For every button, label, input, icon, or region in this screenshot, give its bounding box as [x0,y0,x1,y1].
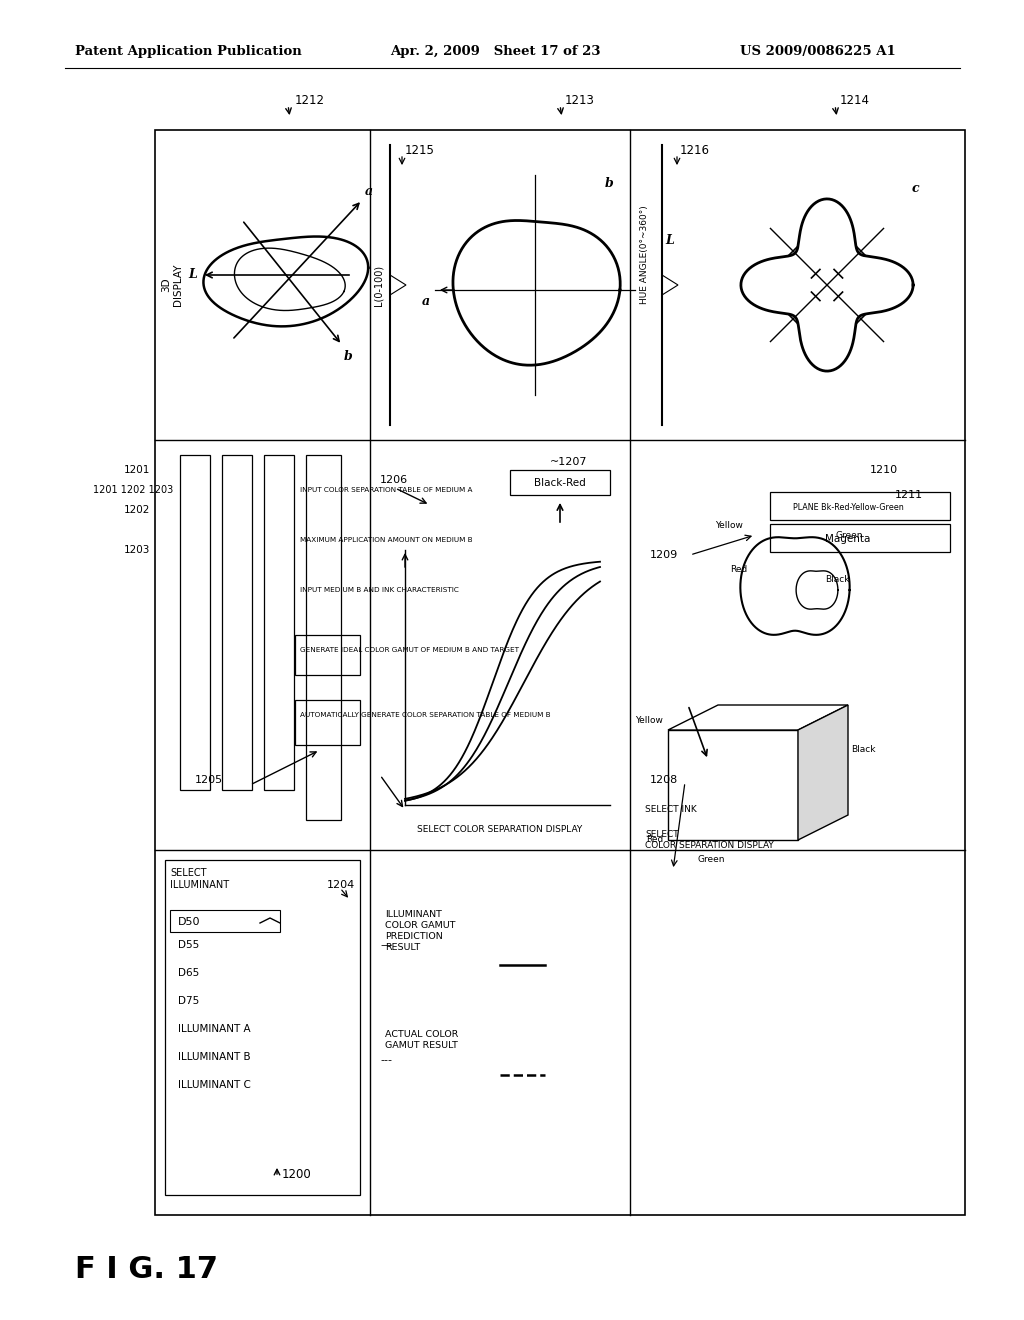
Text: HUE ANGLE(0°~360°): HUE ANGLE(0°~360°) [640,206,649,305]
Bar [222,455,252,789]
Text: a: a [422,294,430,308]
Text: 1210: 1210 [870,465,898,475]
Polygon shape [798,705,848,840]
Text: INPUT COLOR SEPARATION TABLE OF MEDIUM A: INPUT COLOR SEPARATION TABLE OF MEDIUM A [300,487,472,492]
Text: Yellow: Yellow [635,715,663,725]
Text: 1200: 1200 [282,1168,311,1181]
Polygon shape [668,730,798,840]
Text: ILLUMINANT B: ILLUMINANT B [178,1052,251,1063]
Text: AUTOMATICALLY GENERATE COLOR SEPARATION TABLE OF MEDIUM B: AUTOMATICALLY GENERATE COLOR SEPARATION … [300,711,551,718]
Polygon shape [662,275,678,294]
Bar [180,455,210,789]
Text: Yellow: Yellow [715,520,742,529]
Text: 1203: 1203 [124,545,150,554]
Text: GENERATE IDEAL COLOR GAMUT OF MEDIUM B AND TARGET: GENERATE IDEAL COLOR GAMUT OF MEDIUM B A… [300,647,519,653]
Text: L(0-100): L(0-100) [373,264,383,305]
Text: D65: D65 [178,968,200,978]
Text: PLANE Bk-Red-Yellow-Green: PLANE Bk-Red-Yellow-Green [793,503,903,511]
Text: SELECT INK: SELECT INK [645,805,696,814]
Polygon shape [668,705,848,730]
Text: Red: Red [646,836,663,845]
Text: 1204: 1204 [327,880,355,890]
Text: ILLUMINANT
COLOR GAMUT
PREDICTION
RESULT: ILLUMINANT COLOR GAMUT PREDICTION RESULT [385,909,456,952]
Text: 1208: 1208 [650,775,678,785]
Bar [770,492,950,520]
Bar [295,700,360,744]
Bar [155,129,965,1214]
Text: 1213: 1213 [565,94,595,107]
Polygon shape [390,275,406,294]
Text: 1201 1202 1203: 1201 1202 1203 [93,484,173,495]
Text: L: L [665,234,674,247]
Text: 1211: 1211 [895,490,923,500]
Text: b: b [605,177,613,190]
Text: D55: D55 [178,940,200,950]
Text: Black-Red: Black-Red [535,478,586,488]
Text: Black: Black [851,746,876,755]
Bar [295,635,360,675]
Text: 1215: 1215 [406,144,435,157]
Text: ILLUMINANT A: ILLUMINANT A [178,1024,251,1034]
Text: F I G. 17: F I G. 17 [75,1255,218,1284]
Text: 1216: 1216 [680,144,710,157]
Text: L: L [188,268,197,281]
Bar [770,524,950,552]
Text: MAXIMUM APPLICATION AMOUNT ON MEDIUM B: MAXIMUM APPLICATION AMOUNT ON MEDIUM B [300,537,473,543]
Bar [264,455,294,789]
Text: Black: Black [825,576,850,585]
Text: b: b [344,350,352,363]
Bar [510,470,610,495]
Text: 1209: 1209 [650,550,678,560]
Bar [306,455,341,820]
Text: ---: --- [380,1055,392,1065]
Text: D75: D75 [178,997,200,1006]
Text: Red: Red [730,565,748,574]
Text: 1206: 1206 [380,475,409,484]
Text: ~1207: ~1207 [550,457,588,467]
Text: Apr. 2, 2009   Sheet 17 of 23: Apr. 2, 2009 Sheet 17 of 23 [390,45,600,58]
Text: Magenta: Magenta [825,535,870,544]
Text: 1212: 1212 [295,94,325,107]
Text: ACTUAL COLOR
GAMUT RESULT: ACTUAL COLOR GAMUT RESULT [385,1030,459,1051]
Text: ILLUMINANT C: ILLUMINANT C [178,1080,251,1090]
Bar [170,909,280,932]
Text: SELECT COLOR SEPARATION DISPLAY: SELECT COLOR SEPARATION DISPLAY [418,825,583,834]
Text: Patent Application Publication: Patent Application Publication [75,45,302,58]
Text: 1205: 1205 [195,775,223,785]
Text: Green: Green [835,531,862,540]
Text: 1214: 1214 [840,94,870,107]
Text: SELECT
ILLUMINANT: SELECT ILLUMINANT [170,869,229,890]
Text: —: — [380,940,391,950]
Text: c: c [912,182,920,195]
Text: INPUT MEDIUM B AND INK CHARACTERISTIC: INPUT MEDIUM B AND INK CHARACTERISTIC [300,587,459,593]
Text: SELECT
COLOR SEPARATION DISPLAY: SELECT COLOR SEPARATION DISPLAY [645,830,774,850]
Text: D50: D50 [178,917,201,927]
Text: 1201: 1201 [124,465,150,475]
Bar [165,861,360,1195]
Text: Green: Green [698,855,725,865]
Text: US 2009/0086225 A1: US 2009/0086225 A1 [740,45,896,58]
Text: 3D
DISPLAY: 3D DISPLAY [161,264,183,306]
Text: 1202: 1202 [124,506,150,515]
Text: a: a [365,185,373,198]
